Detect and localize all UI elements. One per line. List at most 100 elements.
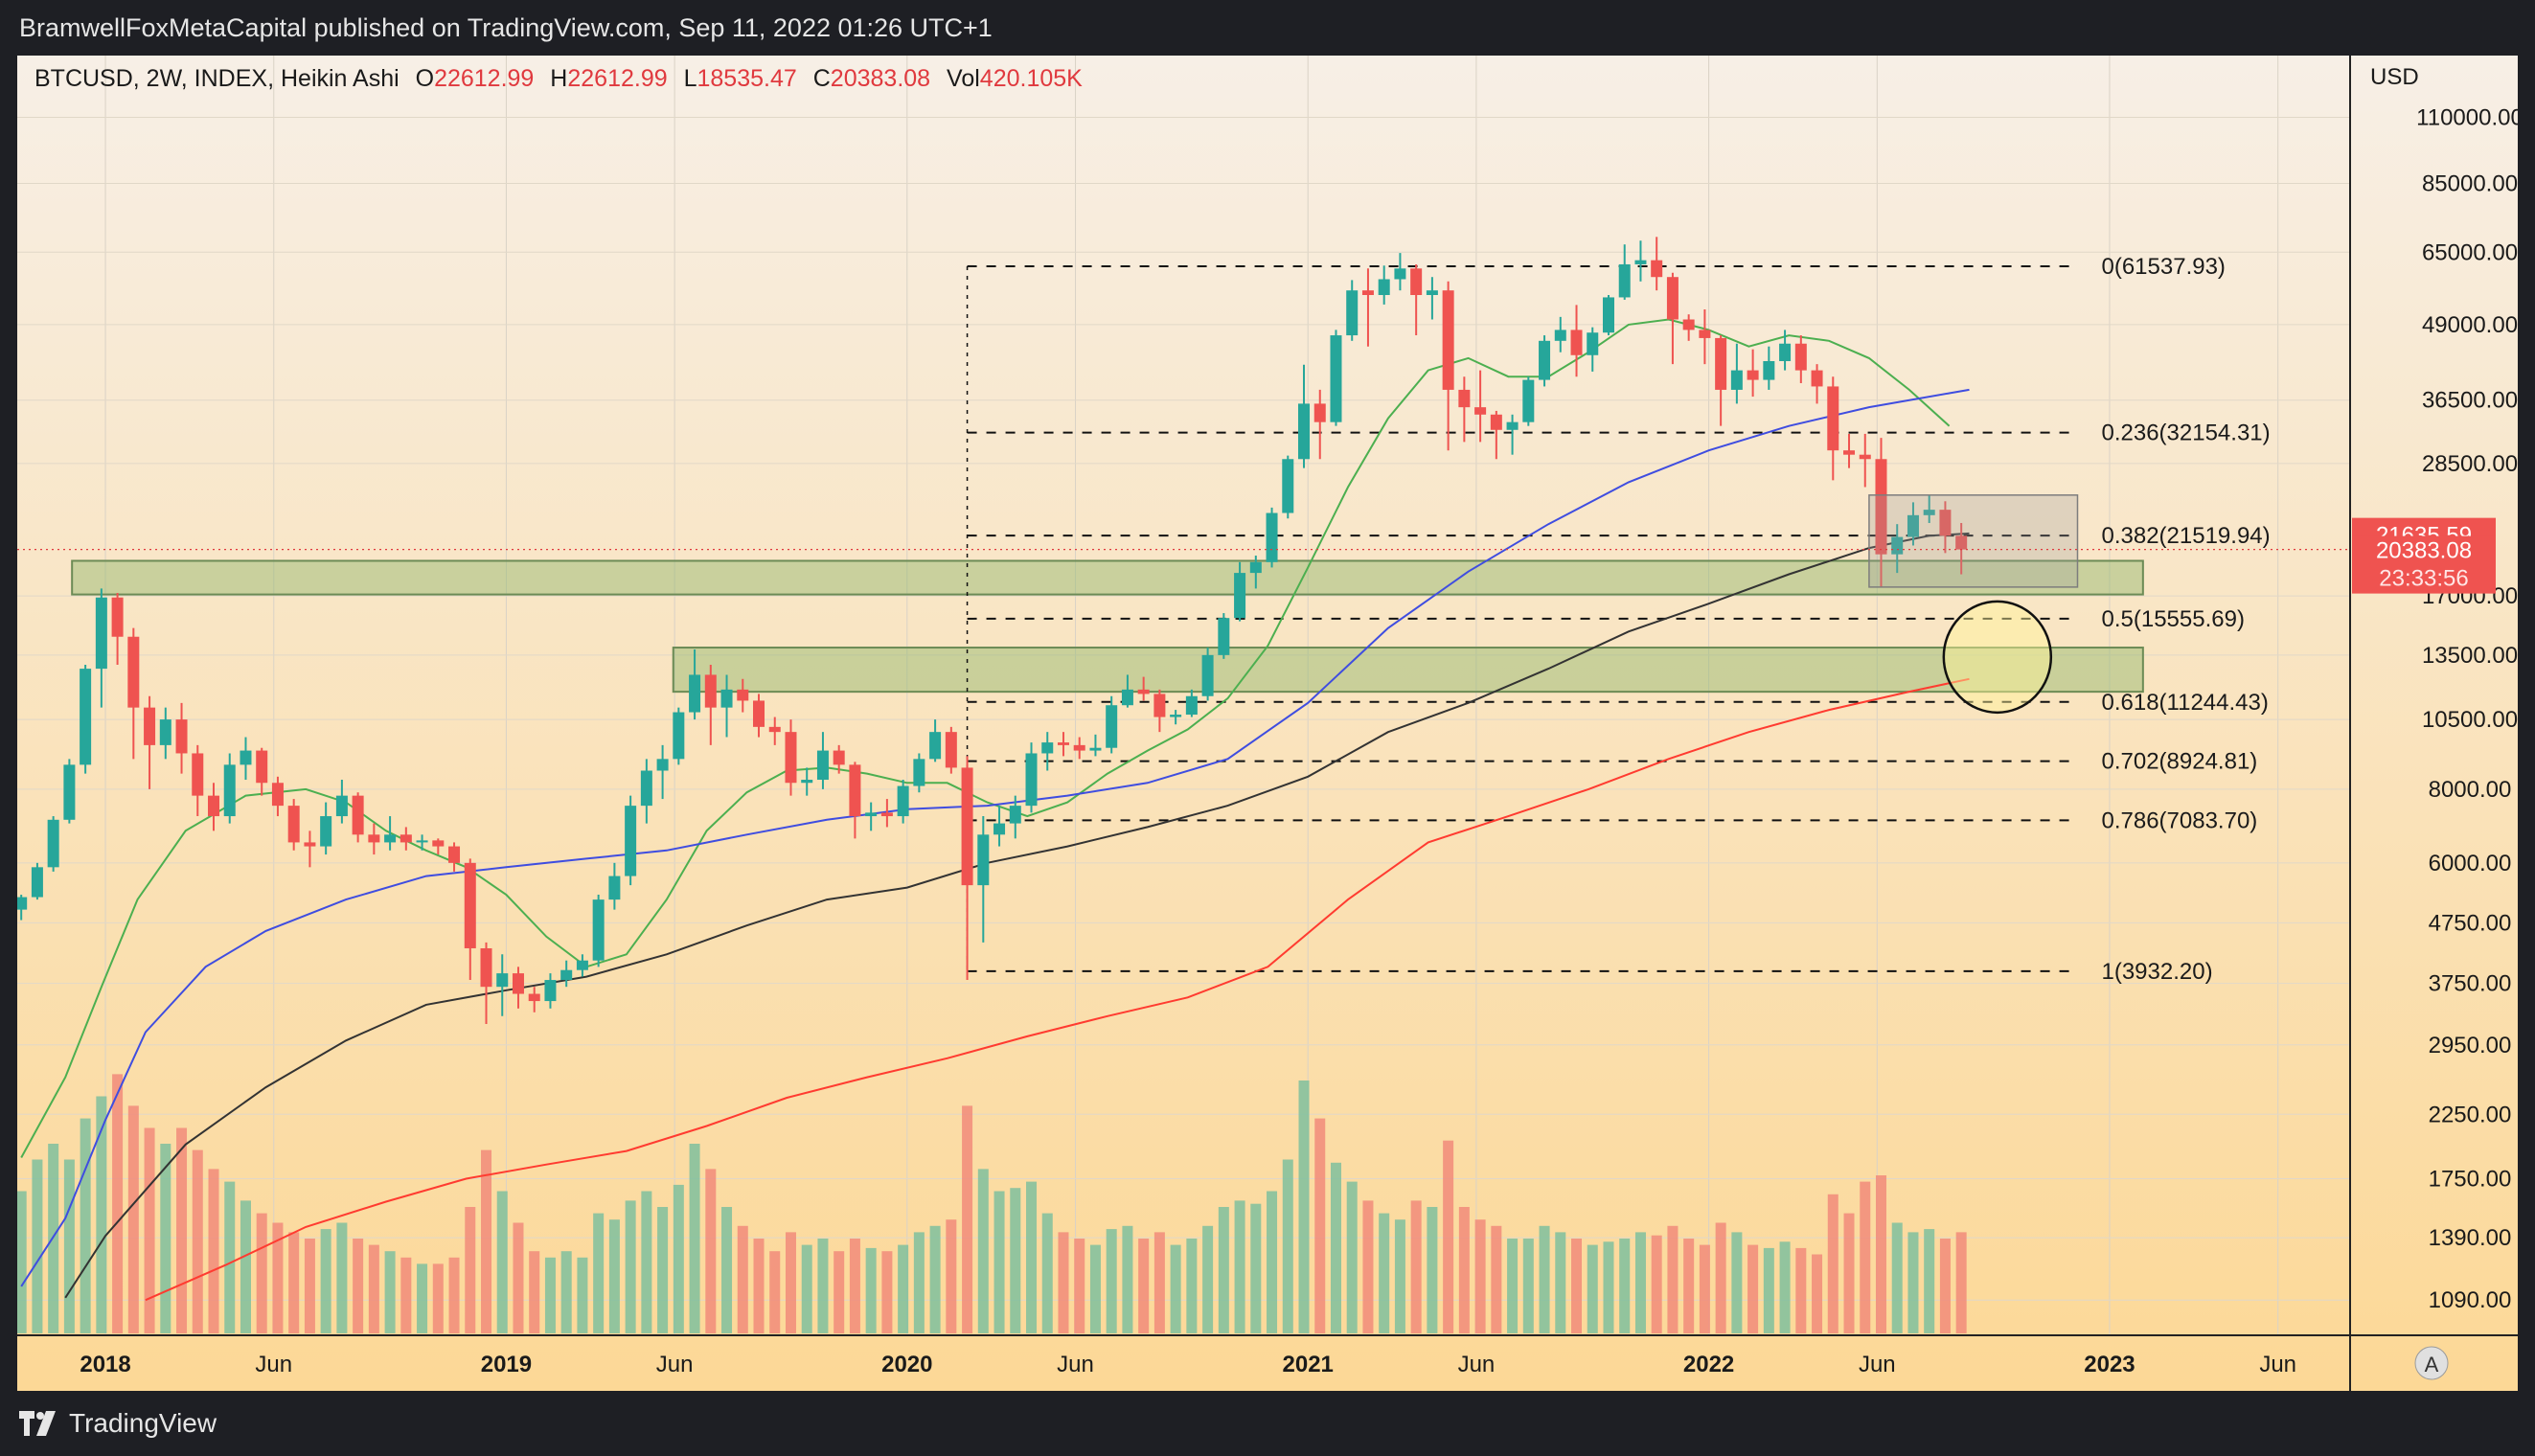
- price-tick-label: 1750.00: [2429, 1167, 2512, 1193]
- candle: [1474, 370, 1487, 443]
- candle: [737, 678, 749, 713]
- candle-body: [608, 876, 621, 900]
- volume-bar: [496, 1191, 508, 1333]
- candle-body: [1106, 705, 1118, 748]
- candle-body: [737, 689, 749, 701]
- volume-bar: [1267, 1191, 1278, 1333]
- volume-bar: [1474, 1219, 1486, 1333]
- high-value-group: H22612.99: [550, 65, 667, 92]
- price-axis-ticks: 110000.00 85000.00 65000.00 49000.00 36500.0…: [2416, 105, 2518, 1314]
- candle: [1634, 240, 1647, 282]
- candle-body: [63, 764, 76, 820]
- candle: [689, 648, 701, 720]
- candle-body: [1298, 403, 1311, 460]
- candle: [271, 776, 284, 817]
- candle: [1955, 522, 1968, 575]
- volume-bar: [929, 1225, 941, 1333]
- candle-body: [1009, 806, 1021, 824]
- candle-body: [144, 707, 156, 745]
- volume-bar: [448, 1257, 460, 1333]
- price-tick-label: 36500.00: [2422, 388, 2518, 414]
- auto-scale-button[interactable]: A: [2414, 1346, 2449, 1380]
- volume-bar: [1587, 1244, 1598, 1333]
- moving-averages: [20, 318, 1970, 1302]
- candle-body: [1121, 689, 1133, 706]
- candle-body: [1939, 510, 1952, 536]
- time-tick-label: 2018: [80, 1352, 130, 1377]
- volume-bar: [1234, 1200, 1245, 1333]
- candle-body: [1539, 340, 1551, 380]
- footer-bar: TradingView: [0, 1391, 2535, 1456]
- symbol-info: BTCUSD, 2W, INDEX, Heikin Ashi: [34, 65, 400, 92]
- volume-bar: [1282, 1159, 1293, 1333]
- chart-background: [17, 56, 2518, 1391]
- candle: [1730, 343, 1743, 404]
- volume-bar: [80, 1118, 91, 1333]
- volume-bar: [1089, 1244, 1101, 1333]
- candle: [127, 627, 140, 760]
- candle: [1234, 561, 1246, 622]
- moving-average-line: [64, 532, 1970, 1299]
- volume-bar: [1634, 1232, 1646, 1333]
- volume-value: 420.105K: [979, 65, 1083, 92]
- fib-level-label: 0.786(7083.70): [2101, 808, 2257, 833]
- price-range-box: [1868, 494, 2079, 588]
- candle: [1939, 501, 1952, 554]
- volume-bar: [898, 1244, 909, 1333]
- candle: [656, 744, 669, 800]
- candle: [1827, 376, 1839, 481]
- candle: [1779, 330, 1792, 371]
- candle-body: [335, 795, 348, 817]
- candle-body: [1618, 263, 1631, 298]
- price-chart[interactable]: 0(61537.93) 0.236(32154.31) 0.382(21519.94…: [17, 56, 2518, 1391]
- candle: [865, 802, 878, 831]
- candle: [1811, 364, 1823, 404]
- candle-body: [576, 960, 588, 970]
- candle: [1715, 335, 1727, 426]
- candle-body: [159, 719, 171, 745]
- candle: [1458, 376, 1471, 443]
- annotations[interactable]: [17, 494, 2350, 715]
- tradingview-logo[interactable]: TradingView: [19, 1408, 217, 1439]
- candle-body: [1699, 330, 1711, 338]
- candle: [720, 674, 733, 738]
- candle-body: [1442, 290, 1454, 390]
- candle-body: [1234, 573, 1246, 619]
- volume-bar: [1074, 1239, 1085, 1333]
- candle: [1554, 316, 1566, 353]
- time-axis-ticks: 2018 Jun 2019 Jun 2020 Jun 2021 Jun 2022 Jun 2023 J…: [80, 1352, 2296, 1377]
- volume-bar: [1522, 1239, 1534, 1333]
- volume-bar: [1346, 1181, 1358, 1333]
- price-tick-label: 13500.00: [2422, 643, 2518, 669]
- candle: [1410, 263, 1423, 336]
- candle-body: [1458, 389, 1471, 408]
- candle-body: [1634, 260, 1647, 264]
- time-tick-label: 2023: [2084, 1352, 2135, 1377]
- time-tick-label: Jun: [656, 1352, 694, 1377]
- support-zone: [672, 647, 2144, 694]
- volume-bar: [1041, 1213, 1053, 1333]
- candle-body: [448, 846, 461, 863]
- auto-scale-circle[interactable]: [2414, 1346, 2449, 1380]
- candle-body: [1522, 379, 1535, 422]
- candle: [753, 694, 765, 738]
- candle: [1282, 455, 1294, 519]
- open-label: O: [415, 65, 435, 92]
- candle-body: [528, 993, 540, 1002]
- candle-body: [1891, 536, 1904, 555]
- volume-bar: [1058, 1232, 1069, 1333]
- tradingview-brand: TradingView: [69, 1408, 217, 1438]
- candle-body: [1651, 260, 1663, 278]
- support-zones[interactable]: [71, 559, 2144, 694]
- candle-body: [1041, 742, 1054, 754]
- candle: [768, 717, 781, 745]
- candle: [1522, 376, 1535, 426]
- volume-bar: [1603, 1241, 1614, 1333]
- volume-bar: [1955, 1232, 1967, 1333]
- volume-bar: [529, 1251, 540, 1333]
- candle: [1137, 676, 1150, 701]
- volume-bar: [946, 1219, 957, 1333]
- candle-body: [1794, 343, 1807, 371]
- candle-body: [640, 770, 652, 807]
- volume-bar: [1699, 1244, 1710, 1333]
